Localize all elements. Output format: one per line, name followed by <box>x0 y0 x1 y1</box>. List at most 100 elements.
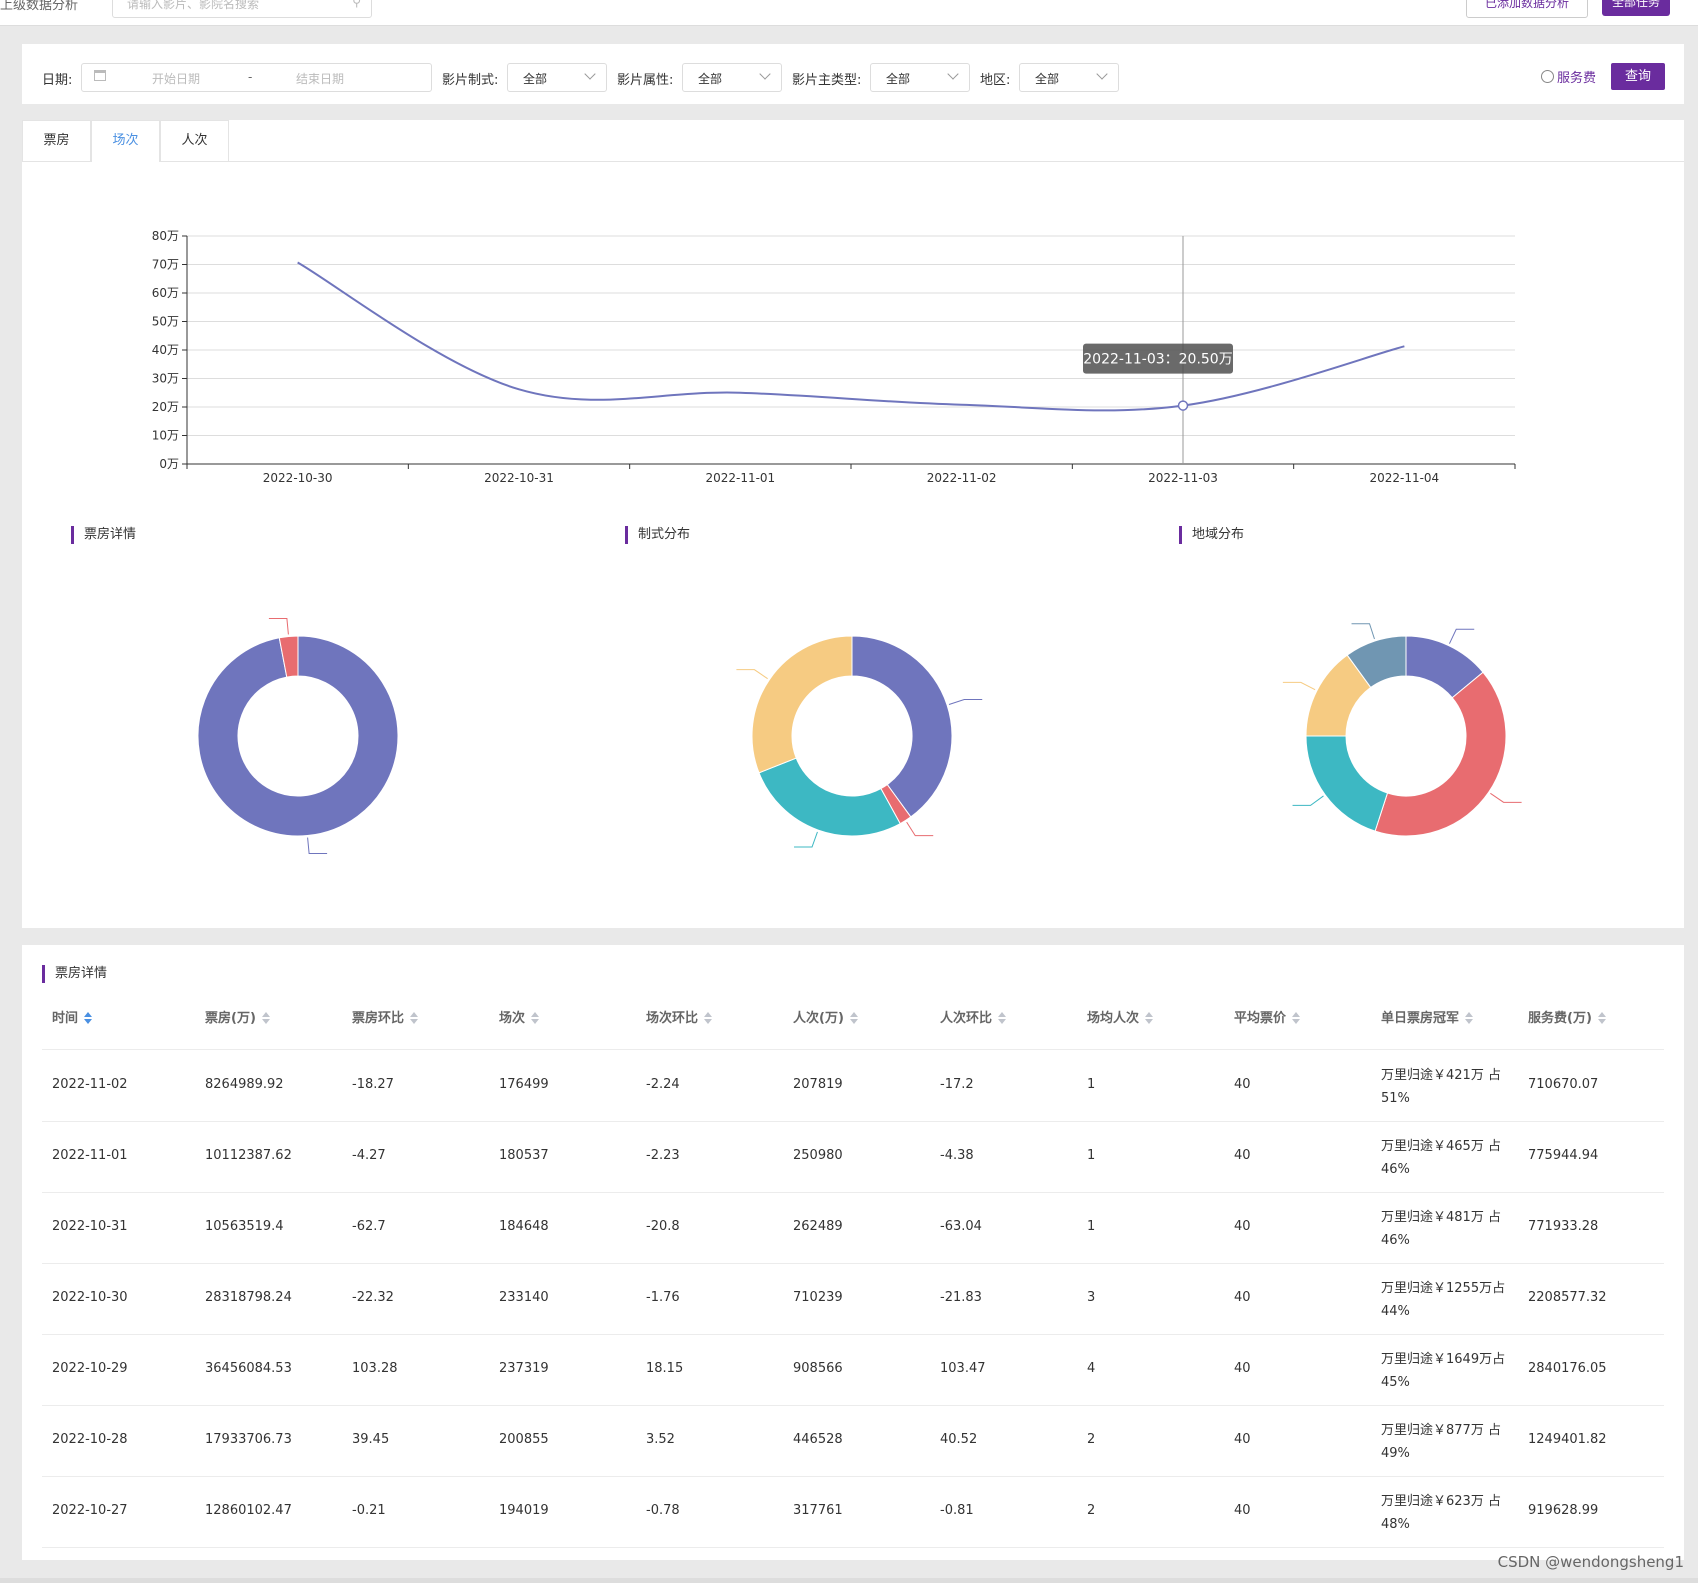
pie-title-format: 制式分布 <box>625 526 690 544</box>
table-row: 2022-11-01 10112387.62 -4.27 180537 -2.23 250… <box>42 1121 1664 1193</box>
table-cell: 2022-10-28 <box>52 1432 128 1447</box>
x-tick-label: 2022-11-01 <box>705 471 775 485</box>
table-cell: -4.38 <box>940 1148 974 1163</box>
leader-line <box>1351 623 1375 640</box>
column-header[interactable]: 场次环比 <box>646 1007 713 1026</box>
column-header[interactable]: 票房(万) <box>205 1007 270 1026</box>
column-header[interactable]: 时间 <box>52 1007 93 1026</box>
sort-icon[interactable] <box>1597 1012 1606 1024</box>
end-date-input[interactable]: 结束日期 <box>296 72 345 86</box>
tab-bar: 票房 场次 人次 <box>22 120 1684 162</box>
column-header[interactable]: 平均票价 <box>1234 1007 1301 1026</box>
table-title: 票房详情 <box>42 965 107 983</box>
table-row: 2022-10-31 10563519.4 -62.7 184648 -20.8 2624… <box>42 1192 1664 1264</box>
sort-icon[interactable] <box>261 1012 270 1024</box>
attr-label: 影片属性: <box>617 73 674 88</box>
column-header-label: 场次环比 <box>646 1011 699 1026</box>
region-select[interactable]: 全部 <box>1019 63 1119 92</box>
x-tick-label: 2022-10-30 <box>263 471 333 485</box>
table-cell: 18.15 <box>646 1361 684 1376</box>
region-select-value: 全部 <box>1035 72 1060 86</box>
leader-line <box>906 821 934 837</box>
sort-icon[interactable] <box>704 1012 713 1024</box>
chevron-down-icon <box>1096 68 1108 80</box>
date-label: 日期: <box>42 73 73 88</box>
y-tick-label: 20万 <box>152 400 179 414</box>
table-cell: 2022-10-29 <box>52 1361 128 1376</box>
column-header[interactable]: 票房环比 <box>352 1007 419 1026</box>
table-cell: -2.24 <box>646 1077 680 1092</box>
table-cell: 40 <box>1234 1290 1251 1305</box>
leader-line <box>1282 681 1316 691</box>
sort-icon[interactable] <box>1465 1012 1474 1024</box>
table-cell: 2840176.05 <box>1528 1361 1607 1376</box>
horizontal-scrollbar[interactable] <box>0 1578 1698 1583</box>
service-fee-radio[interactable]: 服务费 <box>1541 67 1596 86</box>
table-cell: 1 <box>1087 1148 1096 1163</box>
pie-title-region: 地域分布 <box>1179 526 1244 544</box>
sort-icon[interactable] <box>849 1012 858 1024</box>
table-cell: 万里归途￥465万 占46% <box>1381 1139 1501 1177</box>
pie-slice <box>197 635 399 837</box>
sort-icon[interactable] <box>1145 1012 1154 1024</box>
column-header-label: 票房(万) <box>205 1011 256 1026</box>
table-cell: 250980 <box>793 1148 843 1163</box>
column-header[interactable]: 人次环比 <box>940 1007 1007 1026</box>
table-cell: 771933.28 <box>1528 1219 1599 1234</box>
leader-line <box>794 831 818 848</box>
type-select-value: 全部 <box>886 72 911 86</box>
table-cell: 3 <box>1087 1290 1096 1305</box>
tab-attendance[interactable]: 人次 <box>160 120 229 161</box>
leader-line <box>307 837 328 854</box>
table-cell: 万里归途￥421万 占51% <box>1381 1068 1501 1106</box>
pie-slice <box>851 635 953 818</box>
table-cell: -4.27 <box>352 1148 386 1163</box>
table-cell: -18.27 <box>352 1077 394 1092</box>
query-button[interactable]: 查询 <box>1611 63 1665 90</box>
table-cell: 39.45 <box>352 1432 390 1447</box>
column-header-label: 人次环比 <box>940 1011 993 1026</box>
leader-line <box>268 618 289 635</box>
table-row: 2022-11-02 8264989.92 -18.27 176499 -2.24 207… <box>42 1050 1664 1122</box>
column-header[interactable]: 人次(万) <box>793 1007 858 1026</box>
date-range-picker[interactable]: 开始日期 - 结束日期 <box>81 63 432 92</box>
table-cell: 万里归途￥877万 占49% <box>1381 1423 1501 1461</box>
format-select-value: 全部 <box>523 72 548 86</box>
series-line <box>297 261 1405 412</box>
start-date-input[interactable]: 开始日期 <box>152 72 201 86</box>
calendar-icon <box>94 70 106 81</box>
type-select[interactable]: 全部 <box>870 63 970 92</box>
x-tick-label: 2022-11-04 <box>1369 471 1439 485</box>
tab-screenings[interactable]: 场次 <box>91 120 160 162</box>
sort-icon[interactable] <box>531 1012 540 1024</box>
table-cell: 17933706.73 <box>205 1432 292 1447</box>
attr-select[interactable]: 全部 <box>682 63 782 92</box>
sort-icon[interactable] <box>410 1012 419 1024</box>
column-header[interactable]: 场次 <box>499 1007 540 1026</box>
table-cell: 710670.07 <box>1528 1077 1599 1092</box>
table-row: 2022-10-27 12860102.47 -0.21 194019 -0.78 317… <box>42 1476 1664 1548</box>
sort-icon[interactable] <box>84 1012 93 1024</box>
leader-line <box>948 699 983 705</box>
column-header[interactable]: 单日票房冠军 <box>1381 1007 1474 1026</box>
pie-slice <box>1305 735 1389 832</box>
table-cell: -2.23 <box>646 1148 680 1163</box>
table-cell: 1 <box>1087 1219 1096 1234</box>
sort-icon[interactable] <box>1292 1012 1301 1024</box>
added-analysis-button[interactable]: 已添加数据分析 <box>1466 0 1588 18</box>
table-row: 2022-10-29 36456084.53 103.28 237319 18.15 90… <box>42 1334 1664 1406</box>
table-cell: 2022-10-31 <box>52 1219 128 1234</box>
column-header[interactable]: 服务费(万) <box>1528 1007 1606 1026</box>
all-tasks-button[interactable]: 全部任务 <box>1602 0 1670 16</box>
format-select[interactable]: 全部 <box>507 63 607 92</box>
pie-title-box-office: 票房详情 <box>71 526 136 544</box>
search-input[interactable]: 请输入影片、影院名搜索 ⚲ <box>112 0 372 18</box>
sort-icon[interactable] <box>998 1012 1007 1024</box>
format-label: 影片制式: <box>442 73 499 88</box>
tooltip: 2022-11-03：20.50万 <box>1083 343 1233 374</box>
column-header[interactable]: 场均人次 <box>1087 1007 1154 1026</box>
y-tick-label: 60万 <box>152 286 179 300</box>
tab-box-office[interactable]: 票房 <box>22 120 91 161</box>
table-cell: -21.83 <box>940 1290 982 1305</box>
table-cell: 908566 <box>793 1361 843 1376</box>
